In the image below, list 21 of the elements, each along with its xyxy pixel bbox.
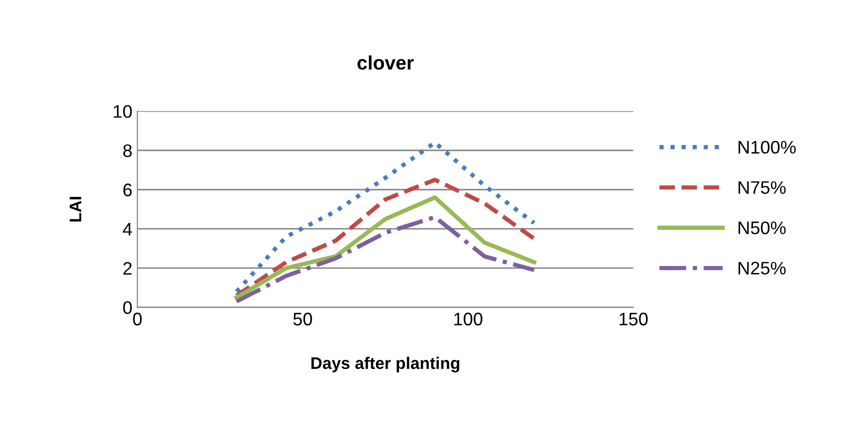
line-series: [234, 215, 536, 304]
line-series: [234, 195, 536, 300]
legend-label: N50%: [738, 221, 786, 234]
x-axis-title: Days after planting: [311, 356, 460, 372]
y-tick-label: 4: [122, 222, 132, 236]
y-tick-label: 2: [123, 262, 132, 275]
x-tick-label: 50: [293, 312, 312, 326]
x-tick-label: 100: [454, 312, 482, 326]
y-axis-title: LAI: [70, 196, 82, 222]
y-tick-label: 0: [123, 301, 132, 314]
y-tick-label: 10: [114, 105, 132, 118]
legend-label: N75%: [738, 181, 786, 194]
chart-title: clover: [357, 55, 414, 70]
legend-label: N25%: [738, 262, 786, 275]
y-tick-label: 6: [123, 184, 132, 196]
line-series: [234, 140, 536, 294]
x-tick-label: 0: [133, 312, 142, 326]
x-tick-label: 150: [620, 312, 648, 326]
legend-label: N100%: [738, 140, 796, 154]
y-tick-label: 8: [123, 144, 132, 158]
line-series: [234, 178, 536, 298]
